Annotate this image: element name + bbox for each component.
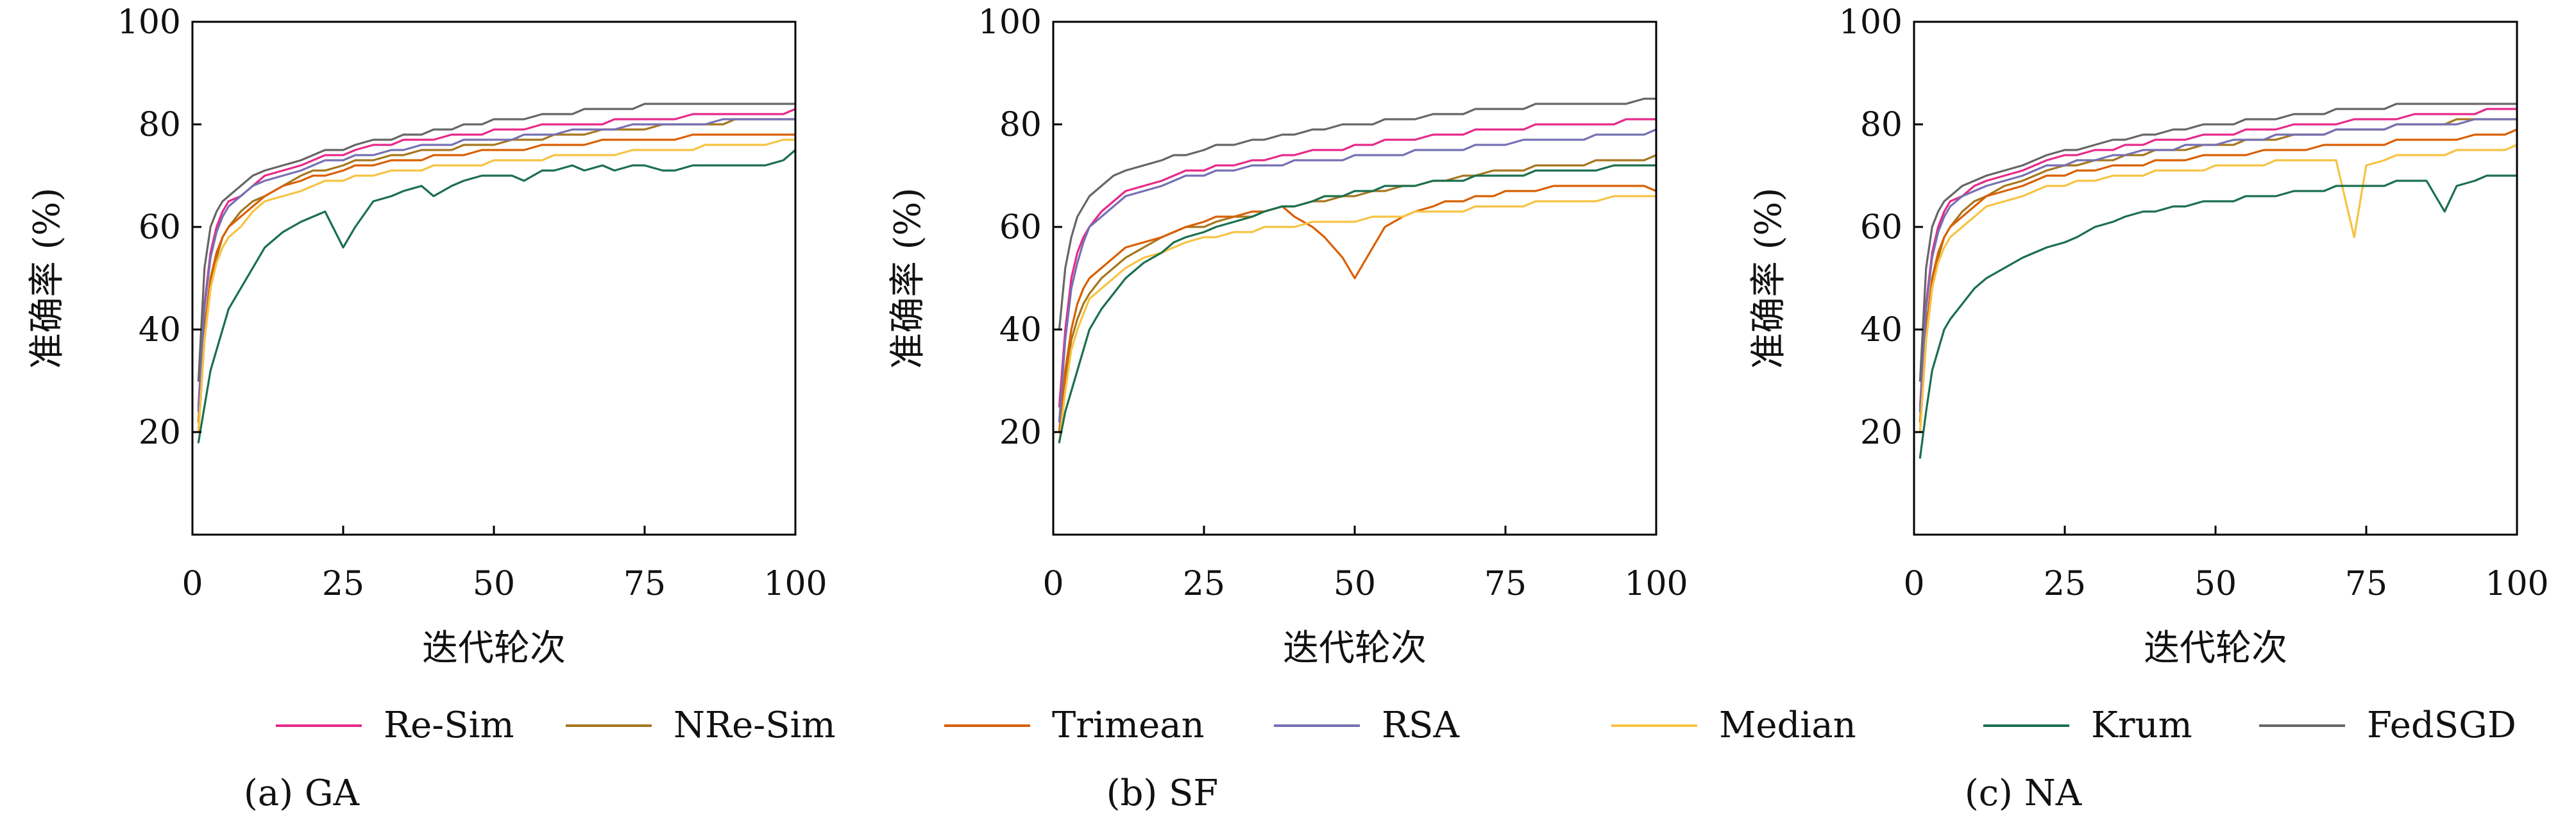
- x-axis-label: 迭代轮次: [2144, 628, 2287, 669]
- legend-label: Trimean: [1052, 705, 1205, 746]
- series-line-krum: [1058, 164, 1657, 444]
- x-tick-label: 50: [473, 565, 515, 603]
- series-line-fedsgd: [1919, 103, 2518, 382]
- series-line-fedsgd: [197, 103, 797, 382]
- y-tick-label: 100: [978, 3, 1042, 42]
- legend-label: Re-Sim: [384, 705, 514, 746]
- legend-label: Median: [1719, 705, 1856, 746]
- x-tick-label: 100: [763, 565, 827, 603]
- x-tick-label: 25: [322, 565, 364, 603]
- legend-item-trimean: Trimean: [944, 705, 1205, 746]
- y-tick-label: 60: [1860, 208, 1902, 247]
- y-tick-label: 40: [999, 311, 1042, 349]
- legend-label: RSA: [1382, 705, 1460, 746]
- plot-frame: [191, 21, 797, 536]
- legend-item-rsa: RSA: [1274, 705, 1460, 746]
- chart-panel-3: 20 40 60 80 100 0 25 50 75 100 迭代轮次 准确率 (%) (c) NA: [1748, 3, 2549, 814]
- y-tick-label: 40: [139, 311, 181, 349]
- series-line-re-sim: [197, 108, 797, 408]
- series-line-trimean: [1058, 185, 1657, 433]
- x-axis-label: 迭代轮次: [1283, 628, 1427, 669]
- x-tick-label: 25: [2044, 565, 2086, 603]
- panel-caption: (a) GA: [244, 772, 360, 814]
- y-tick-label: 60: [139, 208, 181, 247]
- x-tick-label: 0: [1903, 565, 1924, 603]
- series-group: [1058, 97, 1657, 444]
- x-tick-label: 50: [2194, 565, 2237, 603]
- series-group: [1919, 103, 2518, 459]
- series-line-trimean: [1919, 128, 2518, 423]
- legend-item-krum: Krum: [1983, 705, 2192, 746]
- y-tick-label: 100: [1839, 3, 1902, 42]
- legend-label: NRe-Sim: [674, 705, 836, 746]
- legend: Re-Sim NRe-Sim Trimean RSA Median Krum FedSGD: [276, 705, 2516, 746]
- y-axis-label: 准确率 (%): [1748, 188, 1790, 369]
- panel-caption: (c) NA: [1965, 772, 2082, 814]
- y-axis-label: 准确率 (%): [887, 188, 929, 369]
- series-line-median: [1058, 195, 1657, 444]
- x-tick-label: 0: [1042, 565, 1063, 603]
- y-tick-label: 40: [1860, 311, 1902, 349]
- series-line-nre-sim: [1058, 154, 1657, 433]
- y-tick-label: 80: [139, 106, 181, 144]
- series-line-rsa: [1058, 128, 1657, 423]
- chart-panel-2: 20 40 60 80 100 0 25 50 75 100 迭代轮次 准确率 (%) (b) SF: [887, 3, 1688, 814]
- y-axis-label: 准确率 (%): [26, 188, 68, 369]
- legend-item-nre-sim: NRe-Sim: [566, 705, 836, 746]
- legend-label: FedSGD: [2367, 705, 2516, 746]
- series-line-krum: [197, 149, 797, 444]
- y-tick-label: 80: [1860, 106, 1902, 144]
- x-axis-label: 迭代轮次: [422, 628, 566, 669]
- y-tick-label: 80: [999, 106, 1042, 144]
- series-line-rsa: [197, 118, 797, 413]
- series-line-fedsgd: [1058, 97, 1657, 331]
- plot-frame: [1913, 21, 2518, 536]
- legend-label: Krum: [2091, 705, 2192, 746]
- x-tick-label: 100: [1624, 565, 1688, 603]
- y-tick-label: 100: [117, 3, 181, 42]
- y-tick-label: 60: [999, 208, 1042, 247]
- y-tick-label: 20: [999, 413, 1042, 452]
- panel-caption: (b) SF: [1106, 772, 1219, 814]
- x-tick-label: 50: [1334, 565, 1376, 603]
- x-tick-label: 75: [623, 565, 666, 603]
- y-tick-label: 20: [139, 413, 181, 452]
- chart-panel-1: 20 40 60 80 100 0 25 50 75 100 迭代轮次 准确率 (%) (a) GA: [26, 3, 827, 814]
- series-group: [197, 103, 797, 444]
- series-line-re-sim: [1058, 118, 1657, 408]
- x-tick-label: 25: [1183, 565, 1225, 603]
- series-line-krum: [1919, 174, 2518, 459]
- x-tick-label: 75: [1484, 565, 1527, 603]
- series-line-median: [197, 138, 797, 433]
- series-line-re-sim: [1919, 108, 2518, 408]
- legend-item-fedsgd: FedSGD: [2259, 705, 2516, 746]
- legend-item-re-sim: Re-Sim: [276, 705, 514, 746]
- series-line-rsa: [1919, 118, 2518, 413]
- series-line-median: [1919, 144, 2518, 433]
- x-tick-label: 0: [182, 565, 203, 603]
- series-line-trimean: [197, 133, 797, 423]
- x-tick-label: 75: [2345, 565, 2387, 603]
- x-tick-label: 100: [2485, 565, 2548, 603]
- y-tick-label: 20: [1860, 413, 1902, 452]
- legend-item-median: Median: [1611, 705, 1856, 746]
